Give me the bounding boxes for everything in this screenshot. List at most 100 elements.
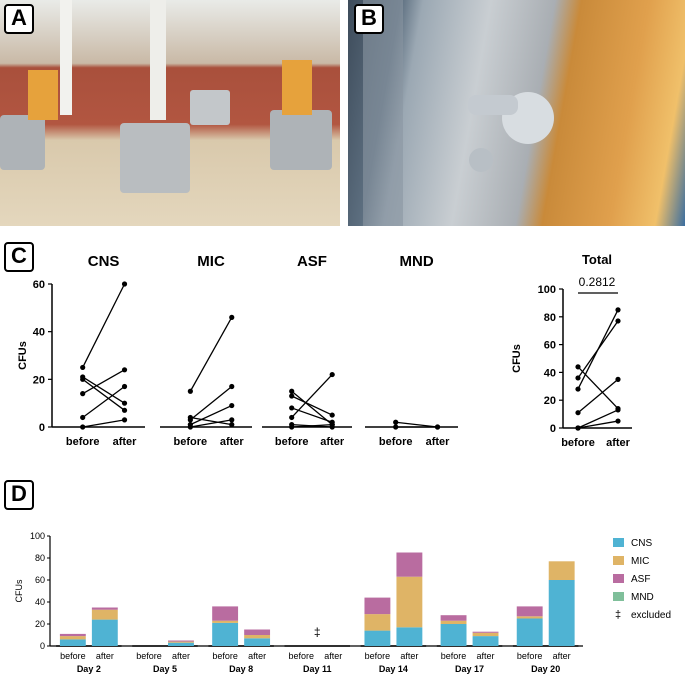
plot-title-mic: MIC <box>197 253 225 270</box>
point-before <box>393 424 399 430</box>
point-after <box>329 422 335 428</box>
bar-segment-asf <box>168 640 194 642</box>
legend-label-mnd: MND <box>631 592 654 603</box>
point-after <box>615 318 621 324</box>
y-axis-label: CFUs <box>17 341 29 370</box>
bar-segment-cns <box>472 636 499 646</box>
point-before <box>187 417 193 423</box>
pair-line <box>82 369 125 395</box>
bar-segment-cns <box>212 622 239 646</box>
x-tick-label-before: before <box>289 651 315 661</box>
legend-excluded-symbol: ‡ <box>615 609 621 621</box>
point-before <box>80 364 86 371</box>
x-tick-label-after: after <box>320 436 345 448</box>
plot-title-mnd: MND <box>400 253 434 270</box>
point-after <box>121 367 128 373</box>
y-tick-label: 20 <box>544 395 556 407</box>
bar-segment-cns <box>168 642 194 646</box>
pair-line <box>82 419 125 428</box>
pair-line <box>190 416 232 426</box>
excluded-marker: ‡ <box>314 625 321 639</box>
pair-line <box>291 395 333 416</box>
point-after <box>615 376 621 382</box>
bar-segment-cns <box>516 618 543 646</box>
day-label: Day 8 <box>229 664 253 674</box>
y-tick-label: 60 <box>35 575 45 585</box>
day-label: Day 5 <box>153 664 177 674</box>
panel-label-a: A <box>4 4 34 34</box>
panel-label-b: B <box>354 4 384 34</box>
pair-line <box>189 385 233 421</box>
plot-title-asf: ASF <box>297 253 327 270</box>
pair-line <box>577 378 619 414</box>
day-label: Day 20 <box>531 664 560 674</box>
x-tick-label-before: before <box>379 436 413 448</box>
point-after <box>229 417 235 423</box>
legend-label-cns: CNS <box>631 538 652 549</box>
point-after <box>229 314 235 320</box>
bar-segment-mic <box>244 635 271 639</box>
point-after <box>615 307 621 313</box>
bar-segment-cns <box>59 639 86 646</box>
pair-line <box>291 374 333 418</box>
point-after <box>615 407 621 413</box>
x-tick-label-after: after <box>400 651 418 661</box>
point-before <box>80 414 86 421</box>
x-tick-label-before: before <box>136 651 162 661</box>
point-after <box>121 281 128 287</box>
y-tick-label: 20 <box>33 374 45 386</box>
photo-door-handle <box>348 0 685 226</box>
point-after <box>329 412 335 418</box>
point-before <box>575 386 581 392</box>
point-before <box>289 393 295 399</box>
x-tick-label-after: after <box>248 651 266 661</box>
bar-segment-asf <box>472 631 499 633</box>
bar-segment-asf <box>212 606 239 621</box>
y-tick-label: 60 <box>544 340 556 352</box>
p-value-label: 0.2812 <box>579 275 616 289</box>
point-after <box>121 407 128 413</box>
bar-segment-cns <box>91 619 118 646</box>
y-tick-label: 40 <box>544 367 556 379</box>
point-before <box>393 419 399 425</box>
x-tick-label-after: after <box>606 437 631 449</box>
x-tick-label-after: after <box>113 436 138 448</box>
legend-swatch-cns <box>613 538 624 547</box>
pair-line <box>189 317 233 392</box>
point-before <box>575 425 581 431</box>
bar-segment-asf <box>440 615 467 621</box>
legend-label-asf: ASF <box>631 574 650 585</box>
point-before <box>80 391 86 397</box>
y-axis-label: CFUs <box>511 344 523 373</box>
x-tick-label-before: before <box>275 436 309 448</box>
bar-segment-mic <box>212 620 239 623</box>
x-tick-label-after: after <box>220 436 245 448</box>
plot-title-total: Total <box>582 252 612 267</box>
pair-line <box>82 378 125 411</box>
y-tick-label: 80 <box>544 312 556 324</box>
pair-line <box>291 423 333 428</box>
point-after <box>121 417 128 423</box>
point-before <box>575 364 581 370</box>
bar-segment-asf <box>396 552 423 577</box>
point-before <box>187 388 193 394</box>
plot-title-cns: CNS <box>88 253 120 270</box>
bar-segment-asf <box>59 633 86 637</box>
point-before <box>187 424 193 430</box>
bar-segment-cns <box>396 627 423 646</box>
legend-swatch-mnd <box>613 592 624 601</box>
x-tick-label-after: after <box>426 436 451 448</box>
bar-segment-mic <box>91 609 118 620</box>
x-tick-label-after: after <box>477 651 495 661</box>
legend-label-mic: MIC <box>631 556 649 567</box>
bar-segment-mic <box>472 632 499 637</box>
point-after <box>121 383 128 390</box>
day-label: Day 17 <box>455 664 484 674</box>
x-tick-label-before: before <box>60 651 86 661</box>
panel-label-c: C <box>4 242 34 272</box>
point-before <box>289 388 295 394</box>
legend-swatch-asf <box>613 574 624 583</box>
x-tick-label-after: after <box>172 651 190 661</box>
pair-line <box>395 421 438 428</box>
legend-label-excluded: excluded <box>631 610 671 621</box>
